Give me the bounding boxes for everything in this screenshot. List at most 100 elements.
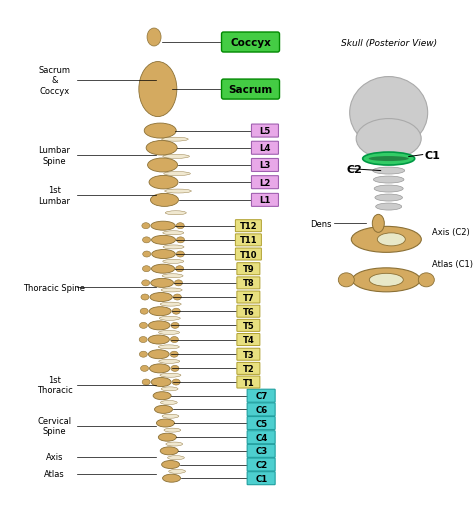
Ellipse shape: [176, 266, 183, 272]
Text: T9: T9: [243, 265, 254, 274]
Text: C1: C1: [255, 474, 268, 483]
Text: T11: T11: [239, 236, 257, 245]
Ellipse shape: [171, 366, 179, 372]
Ellipse shape: [161, 288, 182, 292]
Ellipse shape: [151, 279, 173, 288]
FancyBboxPatch shape: [252, 159, 278, 172]
Ellipse shape: [161, 387, 178, 391]
Ellipse shape: [159, 317, 180, 321]
Text: L4: L4: [259, 144, 271, 153]
Ellipse shape: [176, 223, 184, 229]
Ellipse shape: [144, 124, 176, 139]
Text: T2: T2: [243, 364, 254, 373]
Ellipse shape: [176, 251, 184, 258]
FancyBboxPatch shape: [247, 431, 275, 444]
FancyBboxPatch shape: [252, 176, 278, 189]
FancyBboxPatch shape: [252, 142, 278, 155]
Ellipse shape: [164, 190, 191, 193]
Ellipse shape: [151, 378, 171, 387]
Ellipse shape: [172, 379, 180, 385]
Text: L3: L3: [259, 161, 271, 170]
Ellipse shape: [160, 447, 178, 455]
Text: C3: C3: [255, 446, 268, 456]
Ellipse shape: [162, 415, 179, 418]
FancyBboxPatch shape: [247, 417, 275, 430]
Ellipse shape: [141, 294, 149, 300]
Text: T12: T12: [239, 222, 257, 231]
Text: Sacrum
&
Coccyx: Sacrum & Coccyx: [38, 66, 71, 95]
Ellipse shape: [139, 63, 177, 117]
FancyBboxPatch shape: [237, 291, 260, 304]
Ellipse shape: [149, 307, 171, 316]
Ellipse shape: [140, 366, 148, 372]
FancyBboxPatch shape: [236, 248, 261, 261]
Text: T5: T5: [243, 321, 254, 330]
Ellipse shape: [165, 212, 186, 215]
Text: C4: C4: [255, 433, 268, 442]
Ellipse shape: [162, 138, 188, 142]
Ellipse shape: [139, 323, 147, 329]
Ellipse shape: [171, 323, 179, 329]
Ellipse shape: [158, 433, 176, 441]
Text: 1st
Thoracic: 1st Thoracic: [36, 375, 73, 394]
Text: T7: T7: [243, 293, 254, 302]
FancyBboxPatch shape: [247, 444, 275, 458]
Ellipse shape: [166, 442, 182, 446]
Ellipse shape: [139, 337, 147, 343]
Ellipse shape: [163, 260, 184, 264]
Text: T4: T4: [243, 335, 254, 344]
Ellipse shape: [148, 321, 170, 330]
Text: Axis: Axis: [46, 452, 63, 462]
Text: T3: T3: [243, 350, 254, 359]
FancyBboxPatch shape: [237, 376, 260, 388]
Text: T8: T8: [243, 279, 254, 288]
Ellipse shape: [164, 172, 191, 176]
Ellipse shape: [376, 204, 401, 211]
Ellipse shape: [142, 223, 150, 229]
Ellipse shape: [142, 379, 150, 385]
FancyBboxPatch shape: [237, 363, 260, 375]
Ellipse shape: [372, 215, 384, 233]
FancyBboxPatch shape: [237, 320, 260, 332]
Ellipse shape: [150, 293, 173, 302]
Ellipse shape: [152, 250, 175, 259]
Ellipse shape: [174, 280, 182, 286]
Text: Sacrum: Sacrum: [228, 85, 273, 95]
Ellipse shape: [151, 222, 175, 231]
Ellipse shape: [377, 233, 405, 246]
Text: C2: C2: [255, 460, 268, 469]
Ellipse shape: [351, 227, 421, 253]
FancyBboxPatch shape: [247, 458, 275, 471]
FancyBboxPatch shape: [247, 403, 275, 416]
Text: Cervical
Spine: Cervical Spine: [37, 416, 72, 435]
Ellipse shape: [169, 470, 185, 473]
Text: L2: L2: [259, 178, 271, 187]
Ellipse shape: [369, 157, 409, 162]
FancyBboxPatch shape: [237, 306, 260, 318]
Ellipse shape: [140, 309, 148, 315]
Text: C7: C7: [255, 391, 268, 400]
Ellipse shape: [172, 309, 180, 315]
Ellipse shape: [373, 168, 405, 175]
Text: T6: T6: [243, 307, 254, 316]
FancyBboxPatch shape: [221, 33, 280, 53]
Text: C6: C6: [255, 405, 268, 414]
Ellipse shape: [338, 273, 354, 287]
Ellipse shape: [163, 231, 184, 235]
Ellipse shape: [158, 345, 179, 349]
FancyBboxPatch shape: [237, 277, 260, 289]
Text: Atlas (C1): Atlas (C1): [432, 260, 474, 269]
FancyBboxPatch shape: [236, 234, 261, 246]
Ellipse shape: [163, 474, 181, 482]
FancyBboxPatch shape: [252, 194, 278, 207]
Text: T10: T10: [240, 250, 257, 259]
Ellipse shape: [374, 177, 404, 184]
Ellipse shape: [164, 428, 181, 432]
Ellipse shape: [369, 274, 403, 287]
Text: Lumbar
Spine: Lumbar Spine: [38, 146, 71, 165]
FancyBboxPatch shape: [237, 334, 260, 346]
Ellipse shape: [153, 392, 171, 400]
Ellipse shape: [149, 364, 170, 373]
Ellipse shape: [374, 186, 403, 193]
Text: Skull (Posterior View): Skull (Posterior View): [341, 38, 437, 47]
